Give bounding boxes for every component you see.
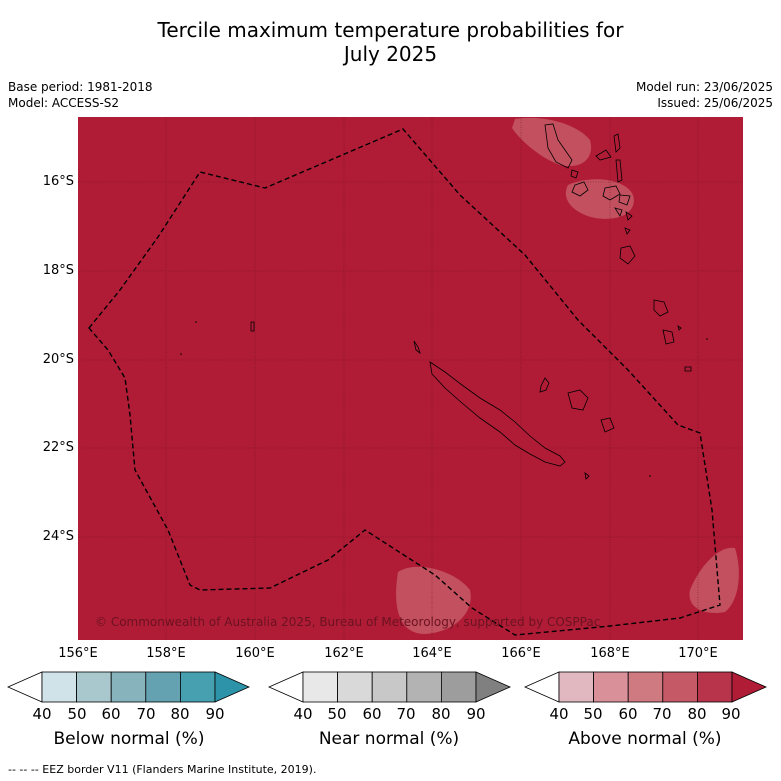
legend-swatch (697, 671, 733, 703)
lon-label-162e: 162°E (324, 646, 364, 661)
issued-date: Issued: 25/06/2025 (657, 96, 773, 110)
legend-title-below: Below normal (%) (53, 729, 205, 749)
lon-label-158e: 158°E (146, 646, 186, 661)
legend-extend-low (7, 671, 43, 703)
legend-swatch (627, 671, 664, 703)
lon-label-170e: 170°E (678, 646, 718, 661)
legend-swatch (110, 671, 147, 703)
patch-north-vanuatu (512, 117, 592, 167)
tick: 90 (205, 705, 225, 723)
tick: 40 (32, 705, 52, 723)
legend-swatch (302, 671, 338, 703)
tick: 40 (549, 705, 569, 723)
title-line-1: Tercile maximum temperature probabilitie… (157, 18, 624, 42)
lat-label-24s: 24°S (42, 529, 74, 544)
lon-label-164e: 164°E (412, 646, 452, 661)
legend-title-above: Above normal (%) (568, 729, 722, 749)
lat-label-22s: 22°S (42, 440, 74, 455)
patch-central-vanuatu (565, 179, 634, 219)
lon-label-156e: 156°E (58, 646, 98, 661)
legend-swatch (371, 671, 408, 703)
meta-left: Base period: 1981-2018 Model: ACCESS-S2 (8, 79, 153, 111)
belep-islands (413, 340, 421, 355)
chesterfield-reef (250, 321, 255, 332)
legend-near-normal (268, 671, 511, 703)
eez-footnote: -- -- -- EEZ border V11 (Flanders Marine… (8, 763, 317, 776)
legend-extend-low (268, 671, 304, 703)
lon-label-166e: 166°E (501, 646, 541, 661)
reef-dot-2 (180, 353, 182, 355)
tick: 70 (396, 705, 416, 723)
patch-south-east (689, 547, 739, 614)
new-caledonia-island (429, 361, 566, 467)
legend-extend-high (731, 671, 767, 703)
tick: 50 (67, 705, 87, 723)
legend-extend-high (475, 671, 511, 703)
tick: 80 (687, 705, 707, 723)
lifou-island (567, 389, 589, 411)
legend-extend-low (524, 671, 560, 703)
legend-swatch (337, 671, 373, 703)
tick: 60 (618, 705, 638, 723)
tick: 50 (327, 705, 347, 723)
legend-swatch (145, 671, 181, 703)
patch-south-coral-sea (396, 566, 471, 634)
copyright-text: © Commonwealth of Australia 2025, Bureau… (95, 615, 600, 629)
reef-dot-4 (706, 338, 708, 340)
map-area (78, 117, 743, 640)
lon-label-168e: 168°E (590, 646, 630, 661)
walpole-island (584, 472, 590, 480)
legend-swatch (41, 671, 77, 703)
vanuatu-islands (544, 123, 692, 372)
tick: 40 (293, 705, 313, 723)
legend-swatch (440, 671, 477, 703)
tick: 70 (652, 705, 672, 723)
ouvea-island (539, 377, 550, 393)
tick: 50 (583, 705, 603, 723)
reef-dot-3 (649, 475, 651, 477)
tick: 60 (101, 705, 121, 723)
mare-island (600, 417, 615, 433)
legend-title-near: Near normal (%) (318, 729, 460, 749)
reef-dot-1 (195, 321, 197, 323)
title-line-2: July 2025 (343, 42, 438, 66)
legend-swatch (662, 671, 698, 703)
meta-right: Model run: 23/06/2025 Issued: 25/06/2025 (636, 79, 773, 111)
legend-swatch (558, 671, 594, 703)
lat-label-18s: 18°S (42, 263, 74, 278)
lon-label-160e: 160°E (235, 646, 275, 661)
legend-extend-high (214, 671, 250, 703)
gridlines (78, 117, 743, 640)
legend-below-normal (7, 671, 250, 703)
legend-swatch (76, 671, 112, 703)
tick: 80 (170, 705, 190, 723)
model-name: Model: ACCESS-S2 (8, 96, 120, 110)
map-title: Tercile maximum temperature probabilitie… (0, 18, 781, 66)
eez-border (88, 128, 721, 636)
tick: 90 (466, 705, 486, 723)
legend-swatch (593, 671, 629, 703)
legend-swatch (179, 671, 216, 703)
legend-swatch (406, 671, 442, 703)
tick: 60 (362, 705, 382, 723)
lat-label-16s: 16°S (42, 174, 74, 189)
legend-above-normal (524, 671, 767, 703)
tick: 90 (721, 705, 741, 723)
model-run: Model run: 23/06/2025 (635, 80, 773, 94)
lat-label-20s: 20°S (42, 352, 74, 367)
tick: 80 (431, 705, 451, 723)
base-period: Base period: 1981-2018 (8, 80, 153, 94)
tick: 70 (136, 705, 156, 723)
